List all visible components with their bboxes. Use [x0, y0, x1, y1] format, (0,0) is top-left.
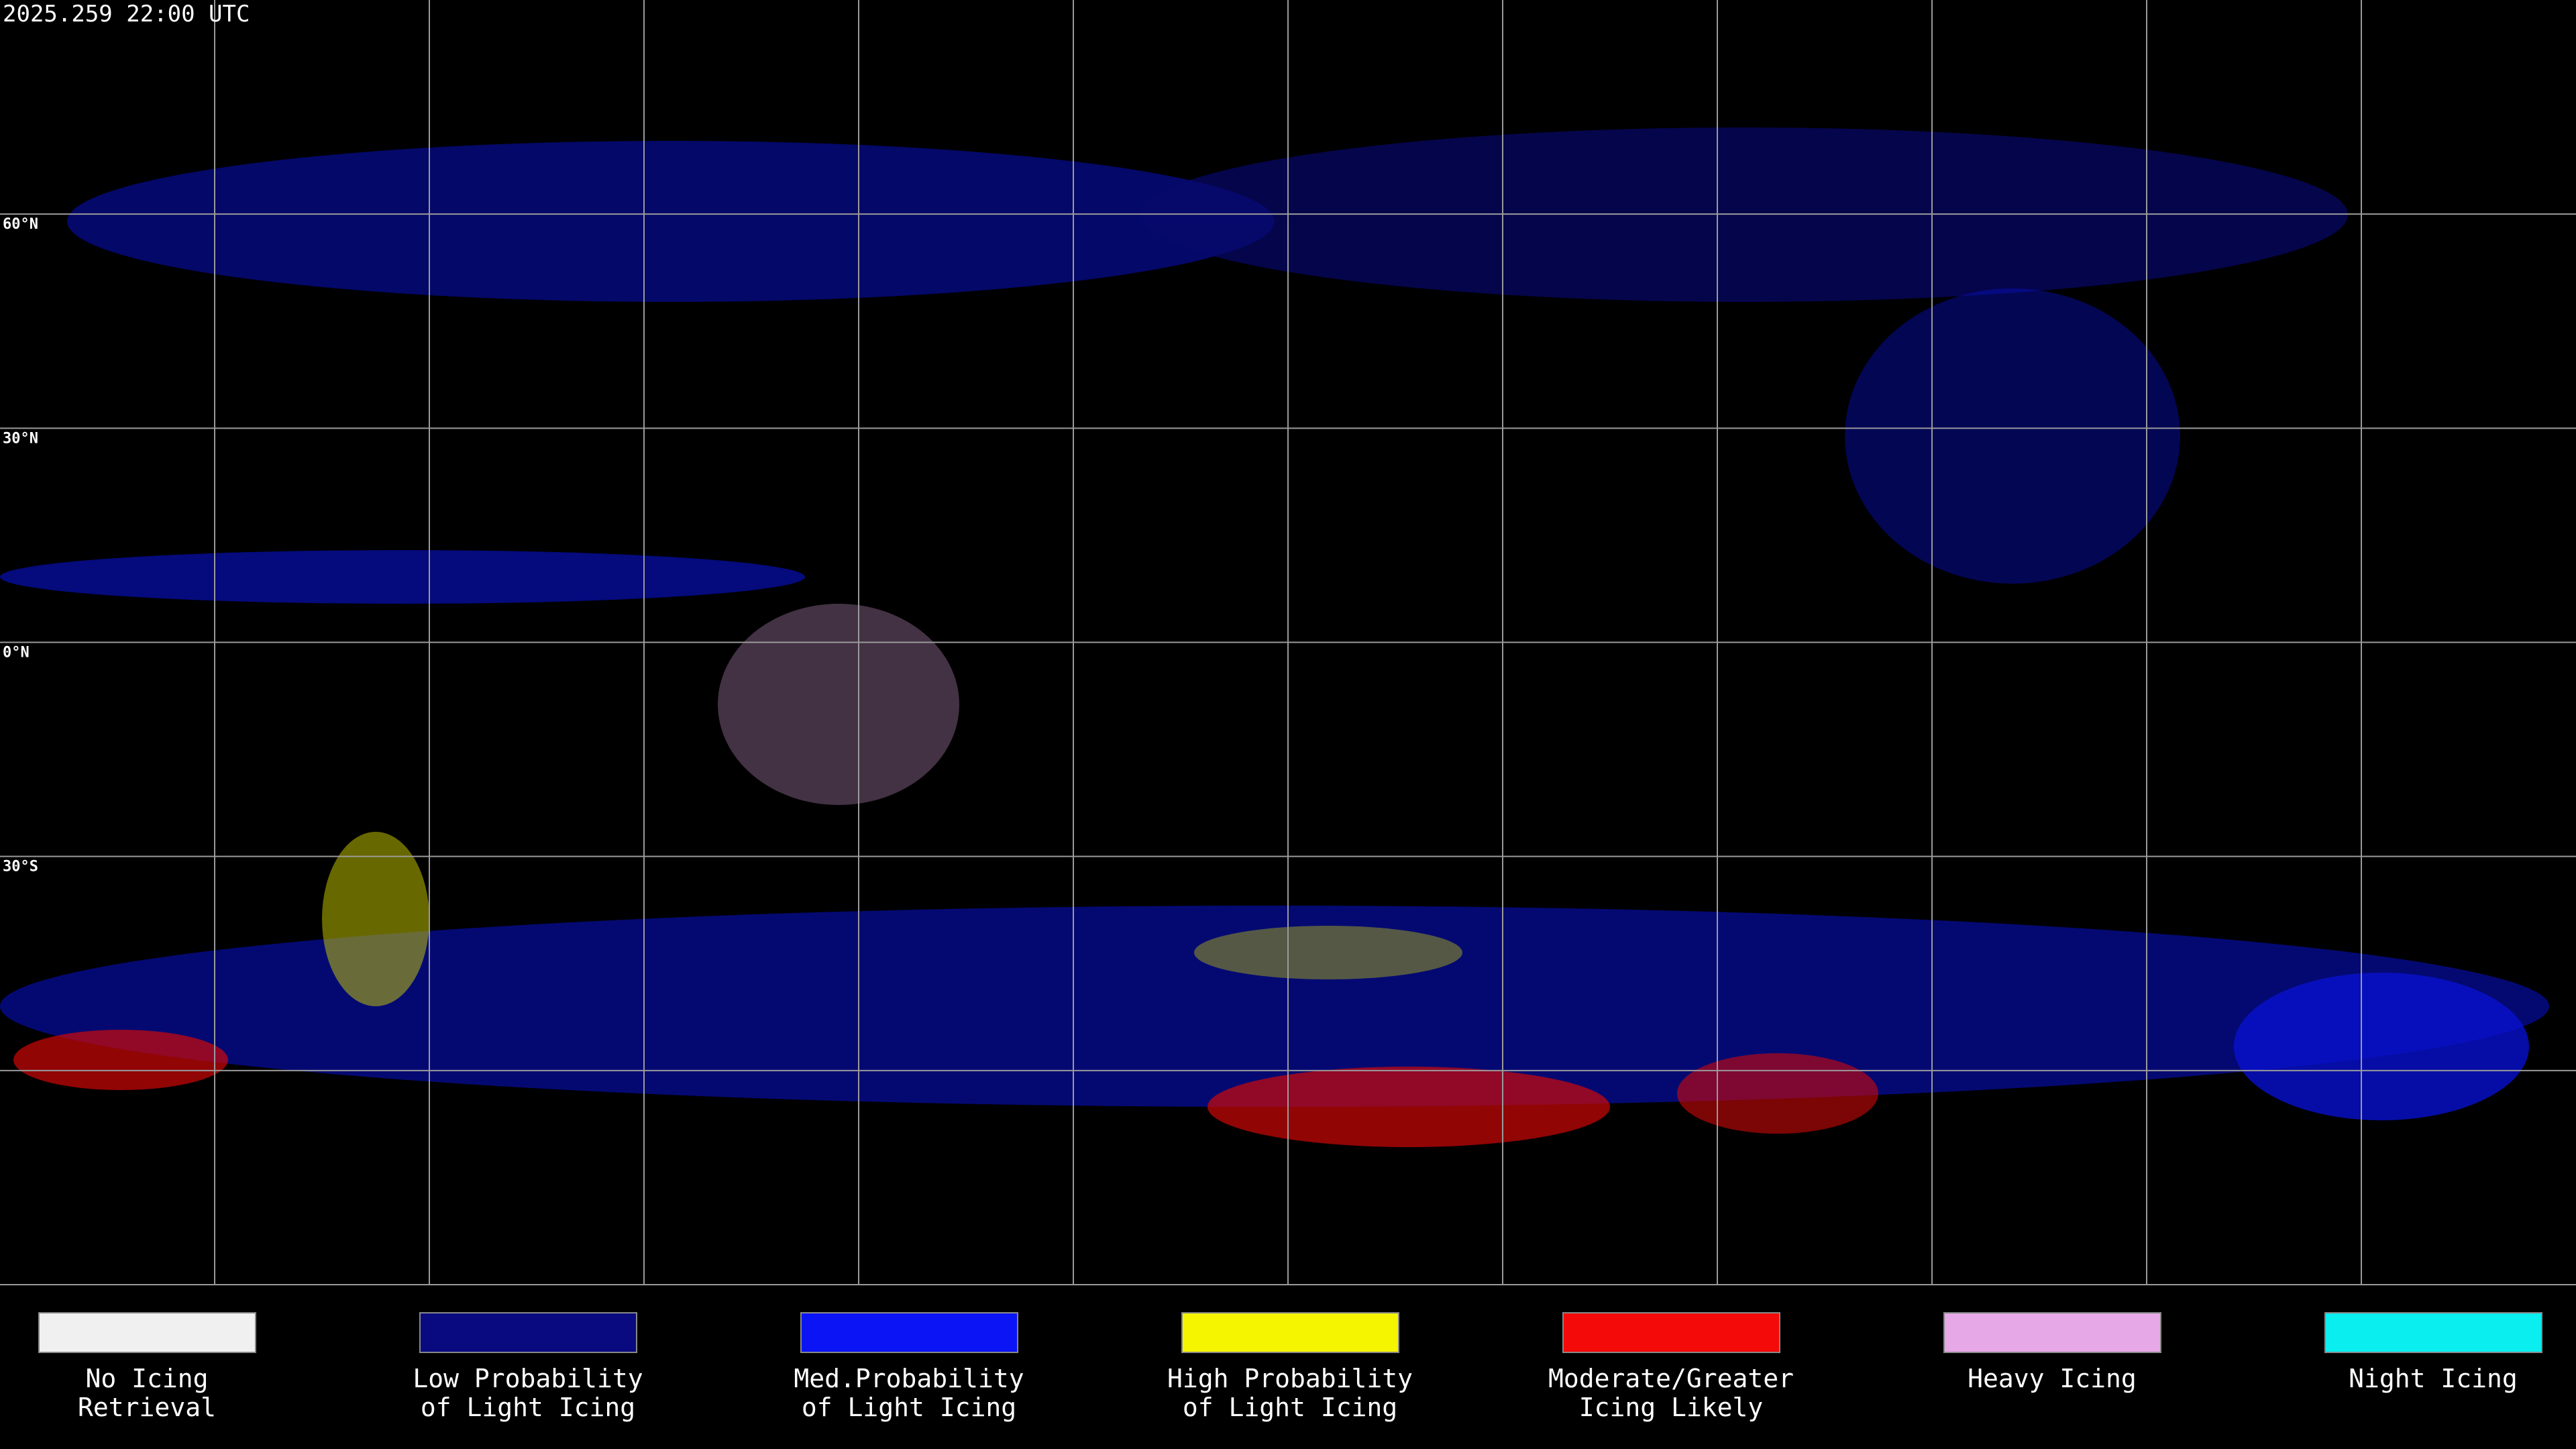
latitude-labels: 60°N 30°N 0°N 30°S [3, 216, 38, 875]
timestamp: 2025.259 22:00 UTC [3, 1, 250, 28]
legend-label: of Light Icing [421, 1393, 635, 1422]
legend-label: High Probability [1167, 1364, 1413, 1393]
legend-swatch [1943, 1312, 2161, 1353]
legend-label: Low Probability [413, 1364, 643, 1393]
legend-swatch [419, 1312, 637, 1353]
legend-label: Night Icing [2349, 1364, 2518, 1393]
legend-label: No Icing [85, 1364, 208, 1393]
legend-label: Med.Probability [794, 1364, 1024, 1393]
latitude-label: 0°N [3, 645, 30, 661]
legend-label: Moderate/Greater [1548, 1364, 1794, 1393]
legend-swatch [38, 1312, 256, 1353]
legend-swatch [800, 1312, 1018, 1353]
legend-swatch [1562, 1312, 1780, 1353]
legend-swatch [1181, 1312, 1399, 1353]
latitude-label: 30°S [3, 859, 38, 875]
icing-field [0, 127, 2549, 1147]
graticule [0, 0, 2576, 1285]
latitude-label: 30°N [3, 430, 38, 447]
legend-swatch [2324, 1312, 2542, 1353]
legend-label: of Light Icing [802, 1393, 1016, 1422]
legend-label: Icing Likely [1579, 1393, 1764, 1422]
latitude-label: 60°N [3, 216, 38, 233]
legend-label: of Light Icing [1183, 1393, 1397, 1422]
legend-label: Retrieval [78, 1393, 216, 1422]
legend-label: Heavy Icing [1968, 1364, 2137, 1393]
